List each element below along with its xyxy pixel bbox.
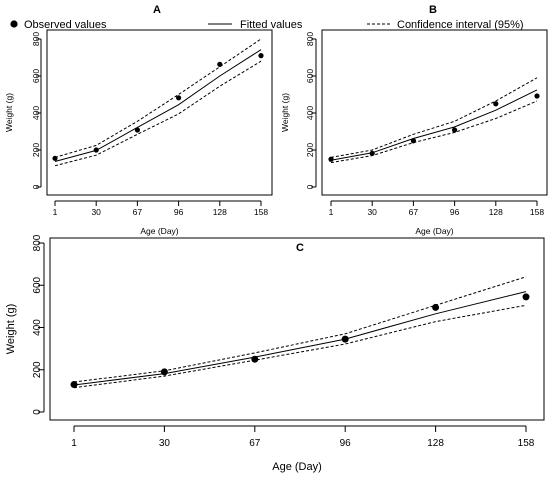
- y-tick-label: 800: [32, 234, 43, 251]
- ci-lower-line: [330, 100, 538, 164]
- observed-point: [134, 127, 140, 133]
- x-tick-label: 1: [71, 438, 77, 449]
- plot-frame: [321, 29, 548, 196]
- fitted-line: [330, 89, 538, 161]
- ci-lower-line: [54, 60, 262, 167]
- y-tick-label: 0: [31, 184, 41, 189]
- legend-ci-label: Confidence interval (95%): [397, 19, 524, 31]
- plot-frame: [46, 29, 273, 196]
- legend-observed-label: Observed values: [24, 19, 107, 31]
- panel-b-letter: B: [429, 4, 437, 16]
- panel-c-chart: 0 200 400 600 800 1 30 67 96 128 158 Age (Day) Weigh…: [5, 234, 545, 473]
- y-tick-label: 200: [305, 143, 315, 157]
- x-tick-label: 158: [254, 207, 268, 217]
- x-tick-label: 128: [489, 207, 503, 217]
- x-tick-label: 158: [530, 207, 544, 217]
- y-axis-label: Weight (g): [280, 93, 290, 132]
- y-axis-label: Weight (g): [5, 304, 17, 355]
- legend-fitted-label: Fitted values: [240, 19, 303, 31]
- y-tick-label: 0: [32, 409, 43, 415]
- x-tick-label: 30: [159, 438, 171, 449]
- y-tick-label: 400: [305, 106, 315, 120]
- plot-frame: [49, 237, 545, 421]
- ci-upper-line: [54, 38, 262, 158]
- x-tick-label: 67: [133, 207, 143, 217]
- observed-point: [452, 127, 458, 133]
- y-axis-label: Weight (g): [4, 93, 14, 132]
- x-tick-label: 96: [450, 207, 460, 217]
- y-tick-label: 200: [31, 143, 41, 157]
- x-tick-label: 67: [409, 207, 419, 217]
- observed-point: [328, 156, 334, 162]
- panel-a-letter: A: [153, 4, 161, 16]
- x-tick-label: 96: [340, 438, 352, 449]
- x-axis-label: Age (Day): [272, 461, 322, 473]
- ci-upper-line: [73, 276, 527, 383]
- x-tick-label: 96: [174, 207, 184, 217]
- fitted-line: [73, 291, 527, 386]
- ci-upper-line: [330, 77, 538, 158]
- y-tick-label: 800: [305, 32, 315, 46]
- x-tick-label: 1: [53, 207, 58, 217]
- x-tick-label: 158: [518, 438, 535, 449]
- observed-point: [432, 303, 440, 311]
- observed-point: [522, 293, 530, 301]
- x-tick-label: 30: [91, 207, 101, 217]
- y-tick-label: 200: [32, 361, 43, 378]
- x-tick-label: 128: [213, 207, 227, 217]
- panel-c-letter: C: [296, 242, 304, 254]
- observed-point: [176, 95, 182, 101]
- x-tick-label: 67: [249, 438, 261, 449]
- panel-a-chart: 0 200 400 600 800 1 30 67 96 128 158 Age (Day) Weigh…: [4, 29, 273, 236]
- ci-lower-line: [73, 304, 527, 389]
- panel-b-chart: 0 200 400 600 800 1 30 67 96 128 158 Age (Day) Weigh…: [280, 29, 548, 236]
- y-tick-label: 800: [31, 32, 41, 46]
- y-tick-label: 600: [305, 69, 315, 83]
- observed-point: [258, 53, 264, 59]
- legend: Observed values Fitted values Confidence…: [10, 19, 524, 31]
- x-tick-label: 30: [367, 207, 377, 217]
- y-tick-label: 400: [31, 106, 41, 120]
- x-tick-label: 128: [427, 438, 444, 449]
- observed-point: [534, 93, 540, 99]
- x-tick-label: 1: [329, 207, 334, 217]
- legend-observed-marker: [10, 20, 18, 28]
- x-axis-label: Age (Day): [415, 226, 453, 236]
- x-axis-label: Age (Day): [140, 226, 178, 236]
- fitted-line: [54, 49, 262, 162]
- y-tick-label: 600: [31, 69, 41, 83]
- y-tick-label: 0: [305, 184, 315, 189]
- observed-point: [493, 101, 499, 107]
- y-tick-label: 400: [32, 319, 43, 336]
- y-tick-label: 600: [32, 276, 43, 293]
